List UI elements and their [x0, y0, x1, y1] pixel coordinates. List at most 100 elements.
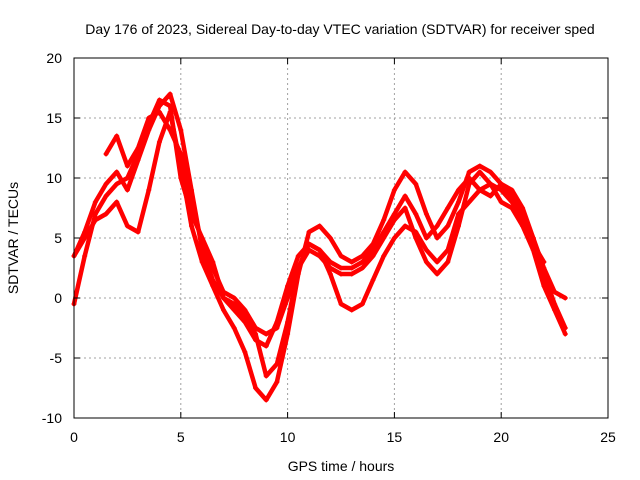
data-point: [156, 139, 162, 145]
x-tick-label: 25: [600, 429, 616, 445]
data-point: [349, 259, 355, 265]
data-point: [530, 241, 536, 247]
data-point: [178, 127, 184, 133]
data-point: [562, 325, 568, 331]
data-point: [359, 259, 365, 265]
data-point: [423, 211, 429, 217]
data-point: [124, 175, 130, 181]
data-point: [381, 253, 387, 259]
data-point: [146, 187, 152, 193]
data-point: [317, 247, 323, 253]
x-tick-label: 20: [493, 429, 509, 445]
data-point: [445, 259, 451, 265]
data-point: [135, 229, 141, 235]
data-point: [498, 187, 504, 193]
data-point: [562, 331, 568, 337]
data-point: [402, 169, 408, 175]
x-tick-label: 5: [177, 429, 185, 445]
data-point: [178, 151, 184, 157]
data-point: [274, 325, 280, 331]
data-point: [210, 265, 216, 271]
data-point: [509, 187, 515, 193]
data-point: [103, 181, 109, 187]
y-tick-label: 5: [54, 230, 62, 246]
data-point: [231, 325, 237, 331]
data-point: [317, 223, 323, 229]
data-point: [221, 289, 227, 295]
data-point: [167, 127, 173, 133]
series-track-4: [103, 109, 547, 337]
data-point: [434, 235, 440, 241]
data-point: [349, 265, 355, 271]
data-point: [156, 97, 162, 103]
data-point: [188, 223, 194, 229]
data-point: [477, 169, 483, 175]
data-point: [146, 115, 152, 121]
data-point: [402, 193, 408, 199]
data-point: [242, 349, 248, 355]
series-track-2: [71, 109, 568, 403]
data-point: [327, 259, 333, 265]
data-point: [285, 283, 291, 289]
data-point: [274, 361, 280, 367]
data-point: [221, 307, 227, 313]
data-point: [338, 253, 344, 259]
data-point: [402, 205, 408, 211]
x-tick-label: 15: [387, 429, 403, 445]
data-point: [359, 301, 365, 307]
data-point: [498, 181, 504, 187]
data-point: [338, 301, 344, 307]
data-point: [82, 229, 88, 235]
data-point: [114, 169, 120, 175]
data-point: [306, 229, 312, 235]
y-tick-label: 10: [46, 170, 62, 186]
tick-layer: 0 5 10 15 20 25 -10 -5 0 5 10 15 20: [42, 50, 616, 445]
data-point: [413, 181, 419, 187]
grid-layer: [74, 58, 608, 418]
data-point: [552, 289, 558, 295]
data-point: [391, 235, 397, 241]
data-point: [391, 211, 397, 217]
data-point: [413, 211, 419, 217]
data-point: [199, 259, 205, 265]
data-point: [488, 181, 494, 187]
data-point: [455, 211, 461, 217]
x-axis-label: GPS time / hours: [288, 458, 395, 474]
data-point: [349, 307, 355, 313]
data-point: [349, 271, 355, 277]
data-point: [167, 91, 173, 97]
data-point: [455, 199, 461, 205]
data-point: [327, 235, 333, 241]
data-point: [156, 109, 162, 115]
data-point: [402, 223, 408, 229]
data-point: [103, 151, 109, 157]
data-point: [541, 283, 547, 289]
chart-title: Day 176 of 2023, Sidereal Day-to-day VTE…: [85, 21, 594, 37]
data-point: [295, 265, 301, 271]
data-point: [413, 229, 419, 235]
data-point: [423, 235, 429, 241]
data-point: [221, 295, 227, 301]
data-point: [338, 265, 344, 271]
data-point: [231, 307, 237, 313]
data-point: [359, 265, 365, 271]
data-point: [381, 229, 387, 235]
data-point: [124, 163, 130, 169]
y-tick-label: 15: [46, 110, 62, 126]
data-point: [263, 331, 269, 337]
data-point: [92, 211, 98, 217]
data-point: [477, 187, 483, 193]
data-point: [253, 325, 259, 331]
x-tick-label: 0: [70, 429, 78, 445]
data-point: [114, 181, 120, 187]
data-point: [509, 199, 515, 205]
data-point: [338, 271, 344, 277]
y-tick-label: -10: [42, 410, 62, 426]
data-point: [242, 319, 248, 325]
data-point: [562, 295, 568, 301]
data-point: [188, 199, 194, 205]
data-point: [370, 247, 376, 253]
data-point: [466, 175, 472, 181]
data-point: [253, 385, 259, 391]
